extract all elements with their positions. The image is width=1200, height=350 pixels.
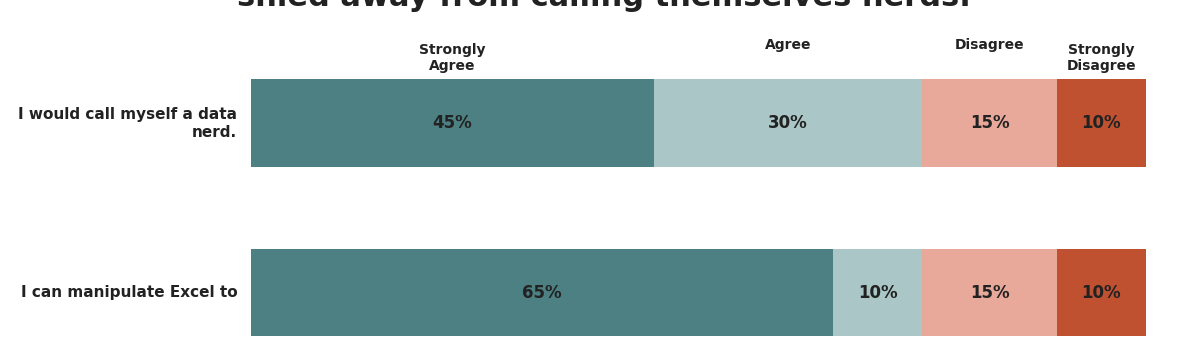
Text: 30%: 30%	[768, 114, 808, 132]
Text: Agree: Agree	[764, 38, 811, 52]
Text: 10%: 10%	[1081, 114, 1121, 132]
Text: Disagree: Disagree	[955, 38, 1025, 52]
Bar	[923, 248, 1057, 336]
Text: 10%: 10%	[1081, 284, 1121, 301]
Text: I would call myself a data
nerd.: I would call myself a data nerd.	[18, 107, 238, 140]
Bar	[1057, 79, 1146, 167]
Bar	[1057, 248, 1146, 336]
Bar	[251, 79, 654, 167]
Text: 45%: 45%	[432, 114, 472, 132]
Bar	[654, 79, 923, 167]
Bar	[251, 248, 833, 336]
Bar	[923, 79, 1057, 167]
Text: I can manipulate Excel to: I can manipulate Excel to	[20, 285, 238, 300]
Text: 65%: 65%	[522, 284, 562, 301]
Text: Strongly
Disagree: Strongly Disagree	[1067, 42, 1136, 73]
Text: 10%: 10%	[858, 284, 898, 301]
Text: 15%: 15%	[970, 284, 1009, 301]
Text: Strongly
Agree: Strongly Agree	[419, 42, 486, 73]
Text: 15%: 15%	[970, 114, 1009, 132]
Bar	[833, 248, 923, 336]
Text: shied away from calling themselves nerds.: shied away from calling themselves nerds…	[238, 0, 971, 12]
